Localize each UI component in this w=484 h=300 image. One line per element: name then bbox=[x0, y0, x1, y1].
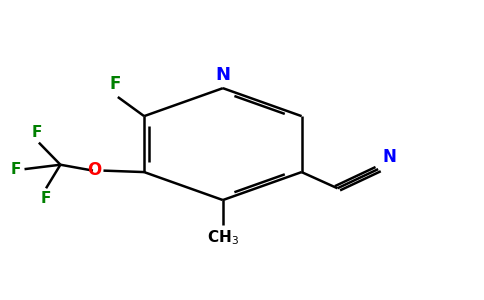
Text: N: N bbox=[383, 148, 397, 166]
Text: CH$_3$: CH$_3$ bbox=[207, 228, 239, 247]
Text: F: F bbox=[110, 76, 121, 94]
Text: F: F bbox=[31, 125, 42, 140]
Text: F: F bbox=[10, 162, 21, 177]
Text: F: F bbox=[41, 191, 51, 206]
Text: N: N bbox=[215, 66, 230, 84]
Text: O: O bbox=[87, 161, 101, 179]
